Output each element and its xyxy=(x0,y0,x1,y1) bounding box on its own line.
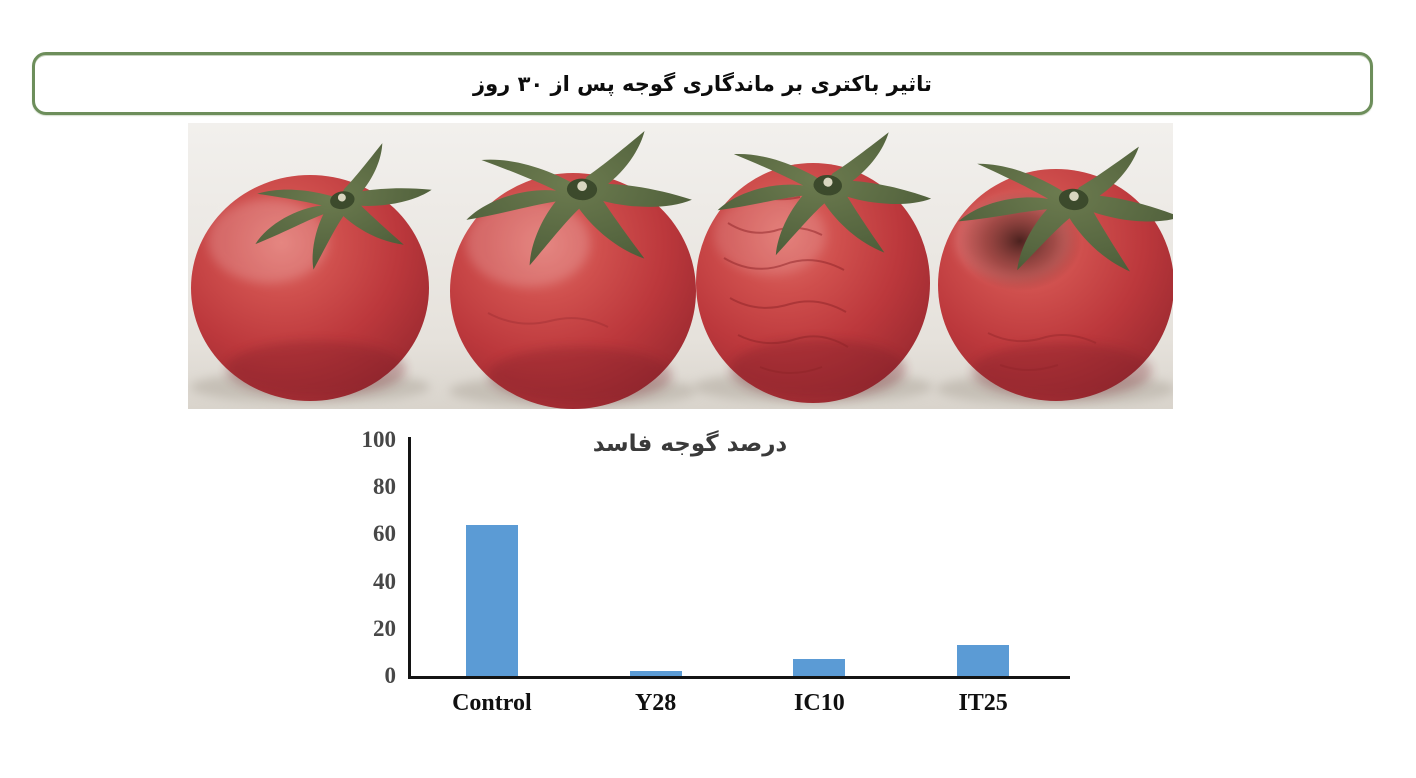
x-axis-line xyxy=(408,676,1070,679)
tomato-4 xyxy=(938,128,1173,401)
y-tick-label: 40 xyxy=(373,568,396,594)
wrinkle-texture xyxy=(723,192,849,374)
x-category-label: IT25 xyxy=(958,690,1008,716)
title-banner: تاثیر باکتری بر ماندگاری گوجه پس از ۳۰ ر… xyxy=(32,52,1373,115)
y-tick-label: 60 xyxy=(373,521,396,547)
y-tick-label: 20 xyxy=(373,615,396,641)
y-axis-line xyxy=(408,437,411,679)
x-category-label: IC10 xyxy=(794,690,845,716)
tomato-photo xyxy=(188,123,1173,409)
tomato-3 xyxy=(696,123,936,403)
bar-y28 xyxy=(629,671,682,676)
y-tick-label: 100 xyxy=(361,427,397,452)
bar-control xyxy=(465,524,518,676)
tomato-photo-svg xyxy=(188,123,1173,409)
wrinkle-texture-2 xyxy=(987,332,1097,371)
chart-title: درصد گوجه فاسد xyxy=(592,431,788,457)
y-tick-label: 0 xyxy=(384,663,397,688)
tomato-1 xyxy=(191,136,442,401)
x-category-label: Control xyxy=(452,690,532,716)
bar-chart: درصد گوجه فاسد 0 20 40 60 80 100 Control Y28 IC1… xyxy=(330,425,1100,745)
bar-it25 xyxy=(957,645,1010,676)
page-title: تاثیر باکتری بر ماندگاری گوجه پس از ۳۰ ر… xyxy=(473,71,932,96)
tomato-2 xyxy=(450,124,696,409)
x-category-label: Y28 xyxy=(634,690,677,716)
y-tick-label: 80 xyxy=(373,474,396,500)
bar-ic10 xyxy=(793,659,846,676)
